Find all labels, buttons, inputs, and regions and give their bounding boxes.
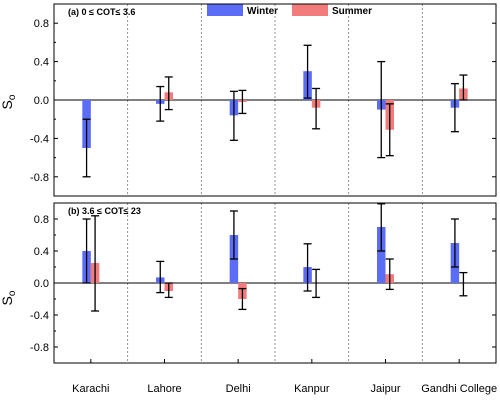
y-tick-label: 0.0 xyxy=(34,95,49,107)
panel-a: 0.8 0.4 0.0 -0.4 -0.8 xyxy=(30,3,497,197)
y-tick-label: 0.4 xyxy=(34,246,49,258)
plot-frame xyxy=(53,3,497,197)
panel-b: 0.8 0.4 0.0 -0.4 -0.8 xyxy=(30,202,497,364)
y-tick-label: -0.4 xyxy=(30,310,49,322)
x-tick-label: Gandhi College xyxy=(421,383,497,395)
bar-winter xyxy=(377,227,386,283)
y-tick-label: 0.8 xyxy=(34,18,49,30)
y-tick-label: 0.4 xyxy=(34,57,49,69)
y-tick-label: -0.8 xyxy=(30,172,49,184)
x-tick-label: Kanpur xyxy=(294,383,330,395)
panel-a-label: (a) 0 ≤ COT≤ 3.6 xyxy=(68,7,135,17)
y-tick-label: 0.8 xyxy=(34,214,49,226)
legend-swatch-winter xyxy=(207,4,243,16)
panel-b-ylabel: So xyxy=(0,290,18,305)
x-tick-label: Lahore xyxy=(147,383,181,395)
x-tick-label: Jaipur xyxy=(371,383,401,395)
y-tick-label: -0.4 xyxy=(30,133,49,145)
plot-layer: 0.8 0.4 0.0 -0.4 -0.8 0.8 0.4 0.0 -0.4 -0.8 Karach… xyxy=(30,3,497,395)
y-tick-label: -0.8 xyxy=(30,342,49,354)
legend-label-summer: Summer xyxy=(332,6,372,17)
y-tick-label: 0.0 xyxy=(34,278,49,290)
legend-swatch-summer xyxy=(292,4,328,16)
plot-frame xyxy=(53,202,497,364)
x-tick-label: Karachi xyxy=(72,383,109,395)
panel-a-ylabel: So xyxy=(0,94,18,109)
legend: Winter Summer xyxy=(207,4,372,17)
legend-label-winter: Winter xyxy=(247,6,278,17)
x-tick-label: Delhi xyxy=(226,383,251,395)
panel-b-label: (b) 3.6 ≤ COT≤ 23 xyxy=(68,206,141,216)
